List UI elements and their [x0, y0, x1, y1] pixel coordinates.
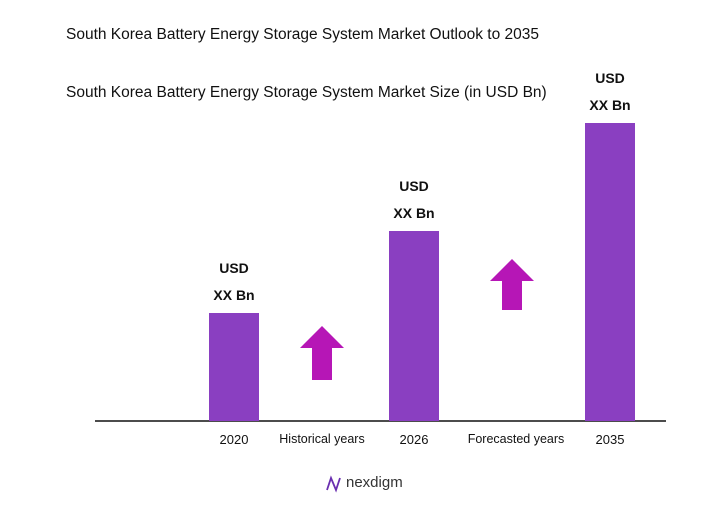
- value-label: USD XX Bn: [589, 70, 631, 113]
- annotation: Forecasted years: [467, 432, 565, 446]
- value-label: USD XX Bn: [213, 260, 255, 303]
- x-tick-label: 2020: [219, 432, 249, 447]
- bar: [585, 123, 635, 421]
- bar: [389, 231, 439, 421]
- value-label: USD XX Bn: [393, 178, 435, 221]
- x-tick-label: 2026: [399, 432, 429, 447]
- x-tick-label: 2035: [595, 432, 625, 447]
- logo-icon: [326, 475, 341, 493]
- growth-arrow: [300, 326, 344, 380]
- brand: nexdigm: [346, 474, 403, 491]
- chart-subtitle: South Korea Battery Energy Storage Syste…: [66, 84, 547, 101]
- bar: [209, 313, 259, 421]
- annotation: Historical years: [279, 432, 365, 446]
- growth-arrow: [490, 259, 534, 310]
- chart-title: South Korea Battery Energy Storage Syste…: [66, 26, 539, 43]
